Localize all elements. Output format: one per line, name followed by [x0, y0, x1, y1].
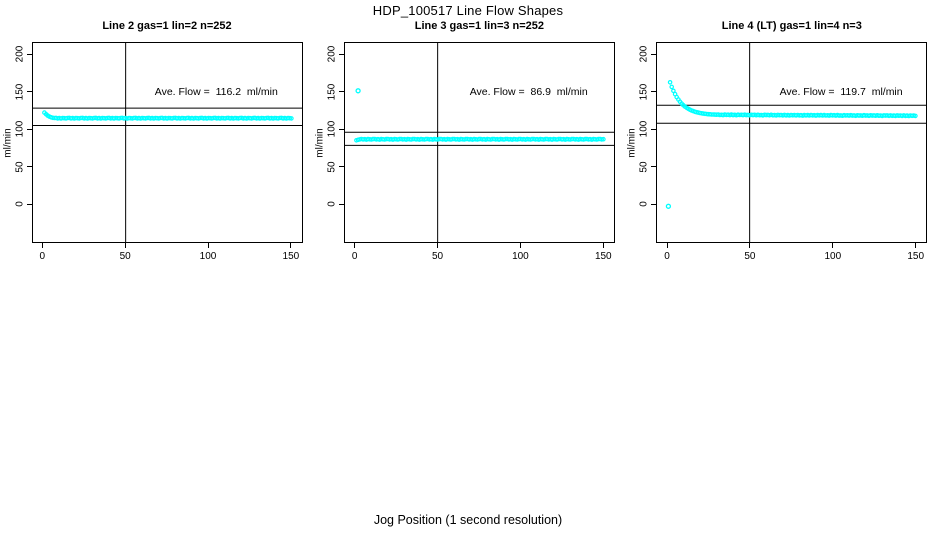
x-tick-100 — [832, 243, 834, 248]
y-tick-50 — [651, 166, 657, 167]
x-tick-50 — [437, 243, 439, 248]
y-tick-label-150: 150 — [326, 83, 338, 100]
y-axis-unit-label: ml/min — [2, 127, 13, 158]
y-tick-150 — [338, 91, 344, 92]
x-tick-150 — [602, 243, 604, 248]
y-tick-200 — [338, 53, 344, 55]
x-tick-0 — [41, 243, 43, 248]
plot-area-line-2 — [31, 42, 303, 243]
x-tick-150 — [915, 243, 917, 248]
y-tick-50 — [26, 166, 32, 167]
x-tick-label-150: 150 — [907, 251, 925, 262]
y-tick-150 — [651, 91, 657, 92]
y-tick-200 — [26, 53, 32, 55]
y-tick-label-150: 150 — [638, 83, 650, 100]
figure-title: HDP_100517 Line Flow Shapes — [372, 3, 564, 18]
y-axis-unit-label: ml/min — [626, 127, 638, 158]
y-tick-0 — [651, 203, 657, 205]
y-tick-label-100: 100 — [638, 120, 650, 138]
scatter-points — [41, 110, 294, 121]
plot-frame — [343, 42, 615, 243]
x-tick-0 — [354, 243, 356, 248]
data-point — [600, 136, 606, 142]
panel-line-2: Line 2 gas=1 lin=2 n=252 0 50 100 150 0 50 100 1… — [2, 20, 303, 262]
y-tick-0 — [338, 203, 344, 205]
y-tick-50 — [338, 166, 344, 167]
x-tick-label-0: 0 — [39, 251, 46, 262]
x-axis-label: Jog Position (1 second resolution) — [373, 513, 563, 527]
y-tick-label-200: 200 — [326, 45, 338, 63]
y-tick-label-100: 100 — [326, 120, 338, 138]
plot-frame — [656, 42, 928, 243]
data-point — [668, 79, 673, 85]
outlier-point — [355, 88, 361, 94]
panel-title-line-2: Line 2 gas=1 lin=2 n=252 — [102, 20, 232, 32]
x-tick-label-0: 0 — [351, 251, 358, 262]
y-tick-100 — [26, 128, 32, 130]
y-tick-label-200: 200 — [14, 45, 25, 63]
x-tick-label-150: 150 — [594, 251, 612, 262]
y-tick-label-50: 50 — [326, 160, 338, 173]
x-tick-100 — [519, 243, 521, 248]
x-tick-0 — [666, 243, 668, 248]
x-tick-label-100: 100 — [512, 251, 529, 262]
data-point — [671, 88, 676, 94]
y-tick-100 — [651, 128, 657, 130]
y-tick-label-50: 50 — [14, 160, 25, 173]
y-tick-100 — [338, 128, 344, 130]
outlier-points — [666, 203, 672, 209]
y-tick-label-0: 0 — [326, 201, 338, 207]
scatter-points — [353, 136, 606, 143]
x-tick-label-50: 50 — [119, 251, 131, 262]
y-tick-label-50: 50 — [638, 160, 650, 173]
outlier-points — [355, 88, 361, 94]
outlier-point — [666, 203, 672, 209]
data-point — [913, 113, 918, 119]
y-tick-200 — [651, 53, 657, 55]
x-tick-50 — [749, 243, 751, 248]
data-point — [669, 84, 675, 90]
y-tick-label-100: 100 — [14, 120, 25, 138]
ave-flow-annotation: Ave. Flow = 116.2 ml/min — [154, 85, 278, 98]
y-tick-0 — [26, 203, 32, 205]
plot-area-line-3 — [343, 42, 615, 243]
y-tick-label-0: 0 — [638, 201, 650, 207]
ave-flow-annotation: Ave. Flow = 119.7 ml/min — [779, 85, 903, 98]
x-tick-label-50: 50 — [744, 251, 756, 262]
x-tick-label-0: 0 — [664, 251, 670, 262]
y-tick-label-150: 150 — [14, 83, 25, 100]
y-tick-label-0: 0 — [14, 201, 25, 207]
panel-line-4: Line 4 (LT) gas=1 lin=4 n=3 0 50 100 150 0 50 1… — [627, 20, 928, 262]
x-tick-100 — [207, 243, 209, 248]
plot-area-line-4 — [656, 42, 928, 243]
x-tick-150 — [290, 243, 292, 248]
panel-line-3: Line 3 gas=1 lin=3 n=252 0 50 100 150 0 50 100 1… — [314, 20, 615, 262]
ave-flow-annotation: Ave. Flow = 86.9 ml/min — [469, 85, 588, 98]
y-axis-unit-label: ml/min — [314, 127, 326, 158]
x-tick-50 — [124, 243, 126, 248]
x-tick-label-100: 100 — [199, 251, 217, 262]
x-tick-label-150: 150 — [282, 251, 300, 262]
x-tick-label-100: 100 — [824, 251, 842, 262]
panel-title-line-4: Line 4 (LT) gas=1 lin=4 n=3 — [721, 20, 862, 32]
scatter-points — [668, 79, 918, 119]
panel-title-line-3: Line 3 gas=1 lin=3 n=252 — [414, 20, 545, 32]
plot-frame — [31, 42, 303, 243]
y-tick-label-200: 200 — [638, 45, 650, 63]
x-tick-label-50: 50 — [431, 251, 444, 262]
y-tick-150 — [26, 91, 32, 92]
data-point — [288, 116, 294, 121]
